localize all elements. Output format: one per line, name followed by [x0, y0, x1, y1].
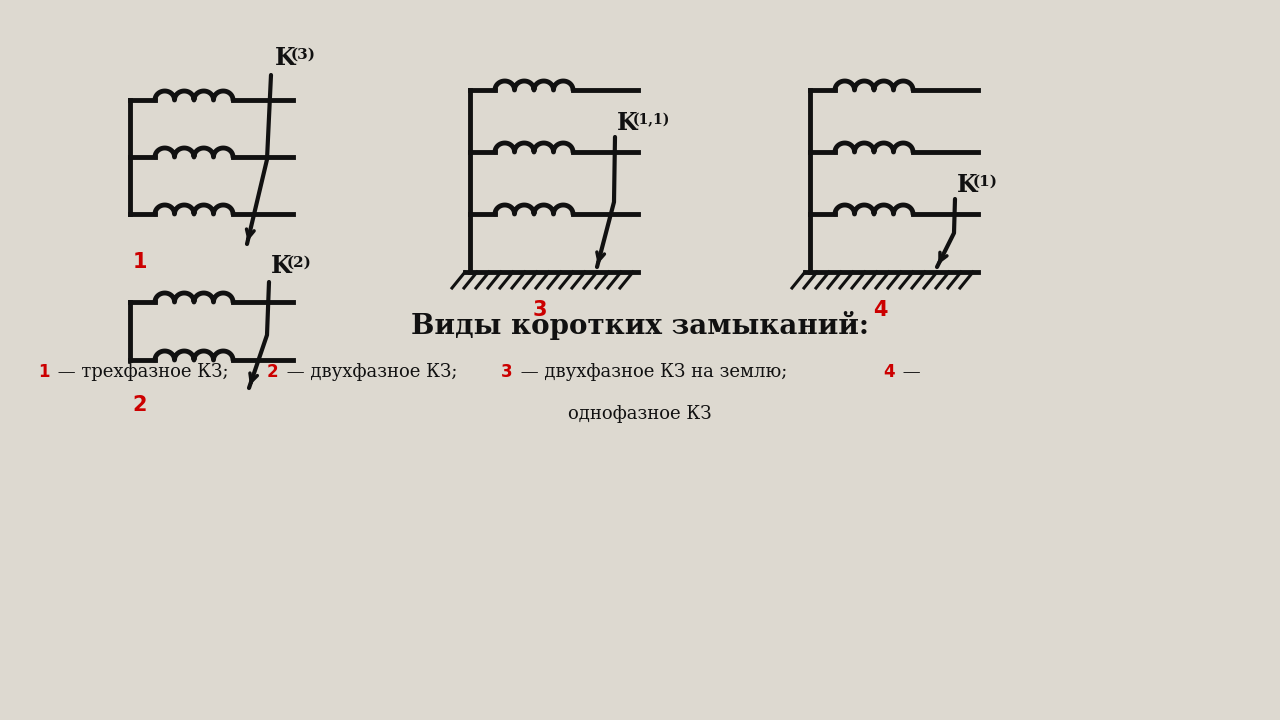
Text: Виды коротких замыканий:: Виды коротких замыканий:	[411, 310, 869, 340]
Text: — двухфазное КЗ;: — двухфазное КЗ;	[282, 363, 457, 381]
Text: 4: 4	[883, 363, 895, 381]
Text: K: K	[957, 173, 978, 197]
Text: (1,1): (1,1)	[634, 113, 671, 127]
Text: 3: 3	[500, 363, 512, 381]
Text: —: —	[897, 363, 920, 381]
Text: 2: 2	[133, 395, 147, 415]
Text: — двухфазное КЗ на землю;: — двухфазное КЗ на землю;	[515, 363, 787, 381]
Text: однофазное КЗ: однофазное КЗ	[568, 405, 712, 423]
Text: (2): (2)	[287, 256, 312, 270]
Text: K: K	[275, 46, 296, 70]
Text: (3): (3)	[291, 48, 316, 62]
Text: — трехфазное КЗ;: — трехфазное КЗ;	[52, 363, 229, 381]
Text: K: K	[617, 111, 637, 135]
Text: 2: 2	[268, 363, 279, 381]
Text: (1): (1)	[973, 175, 998, 189]
Text: K: K	[271, 254, 292, 278]
Text: 4: 4	[873, 300, 887, 320]
Text: 1: 1	[133, 252, 147, 272]
Text: 1: 1	[38, 363, 50, 381]
Text: 3: 3	[532, 300, 548, 320]
